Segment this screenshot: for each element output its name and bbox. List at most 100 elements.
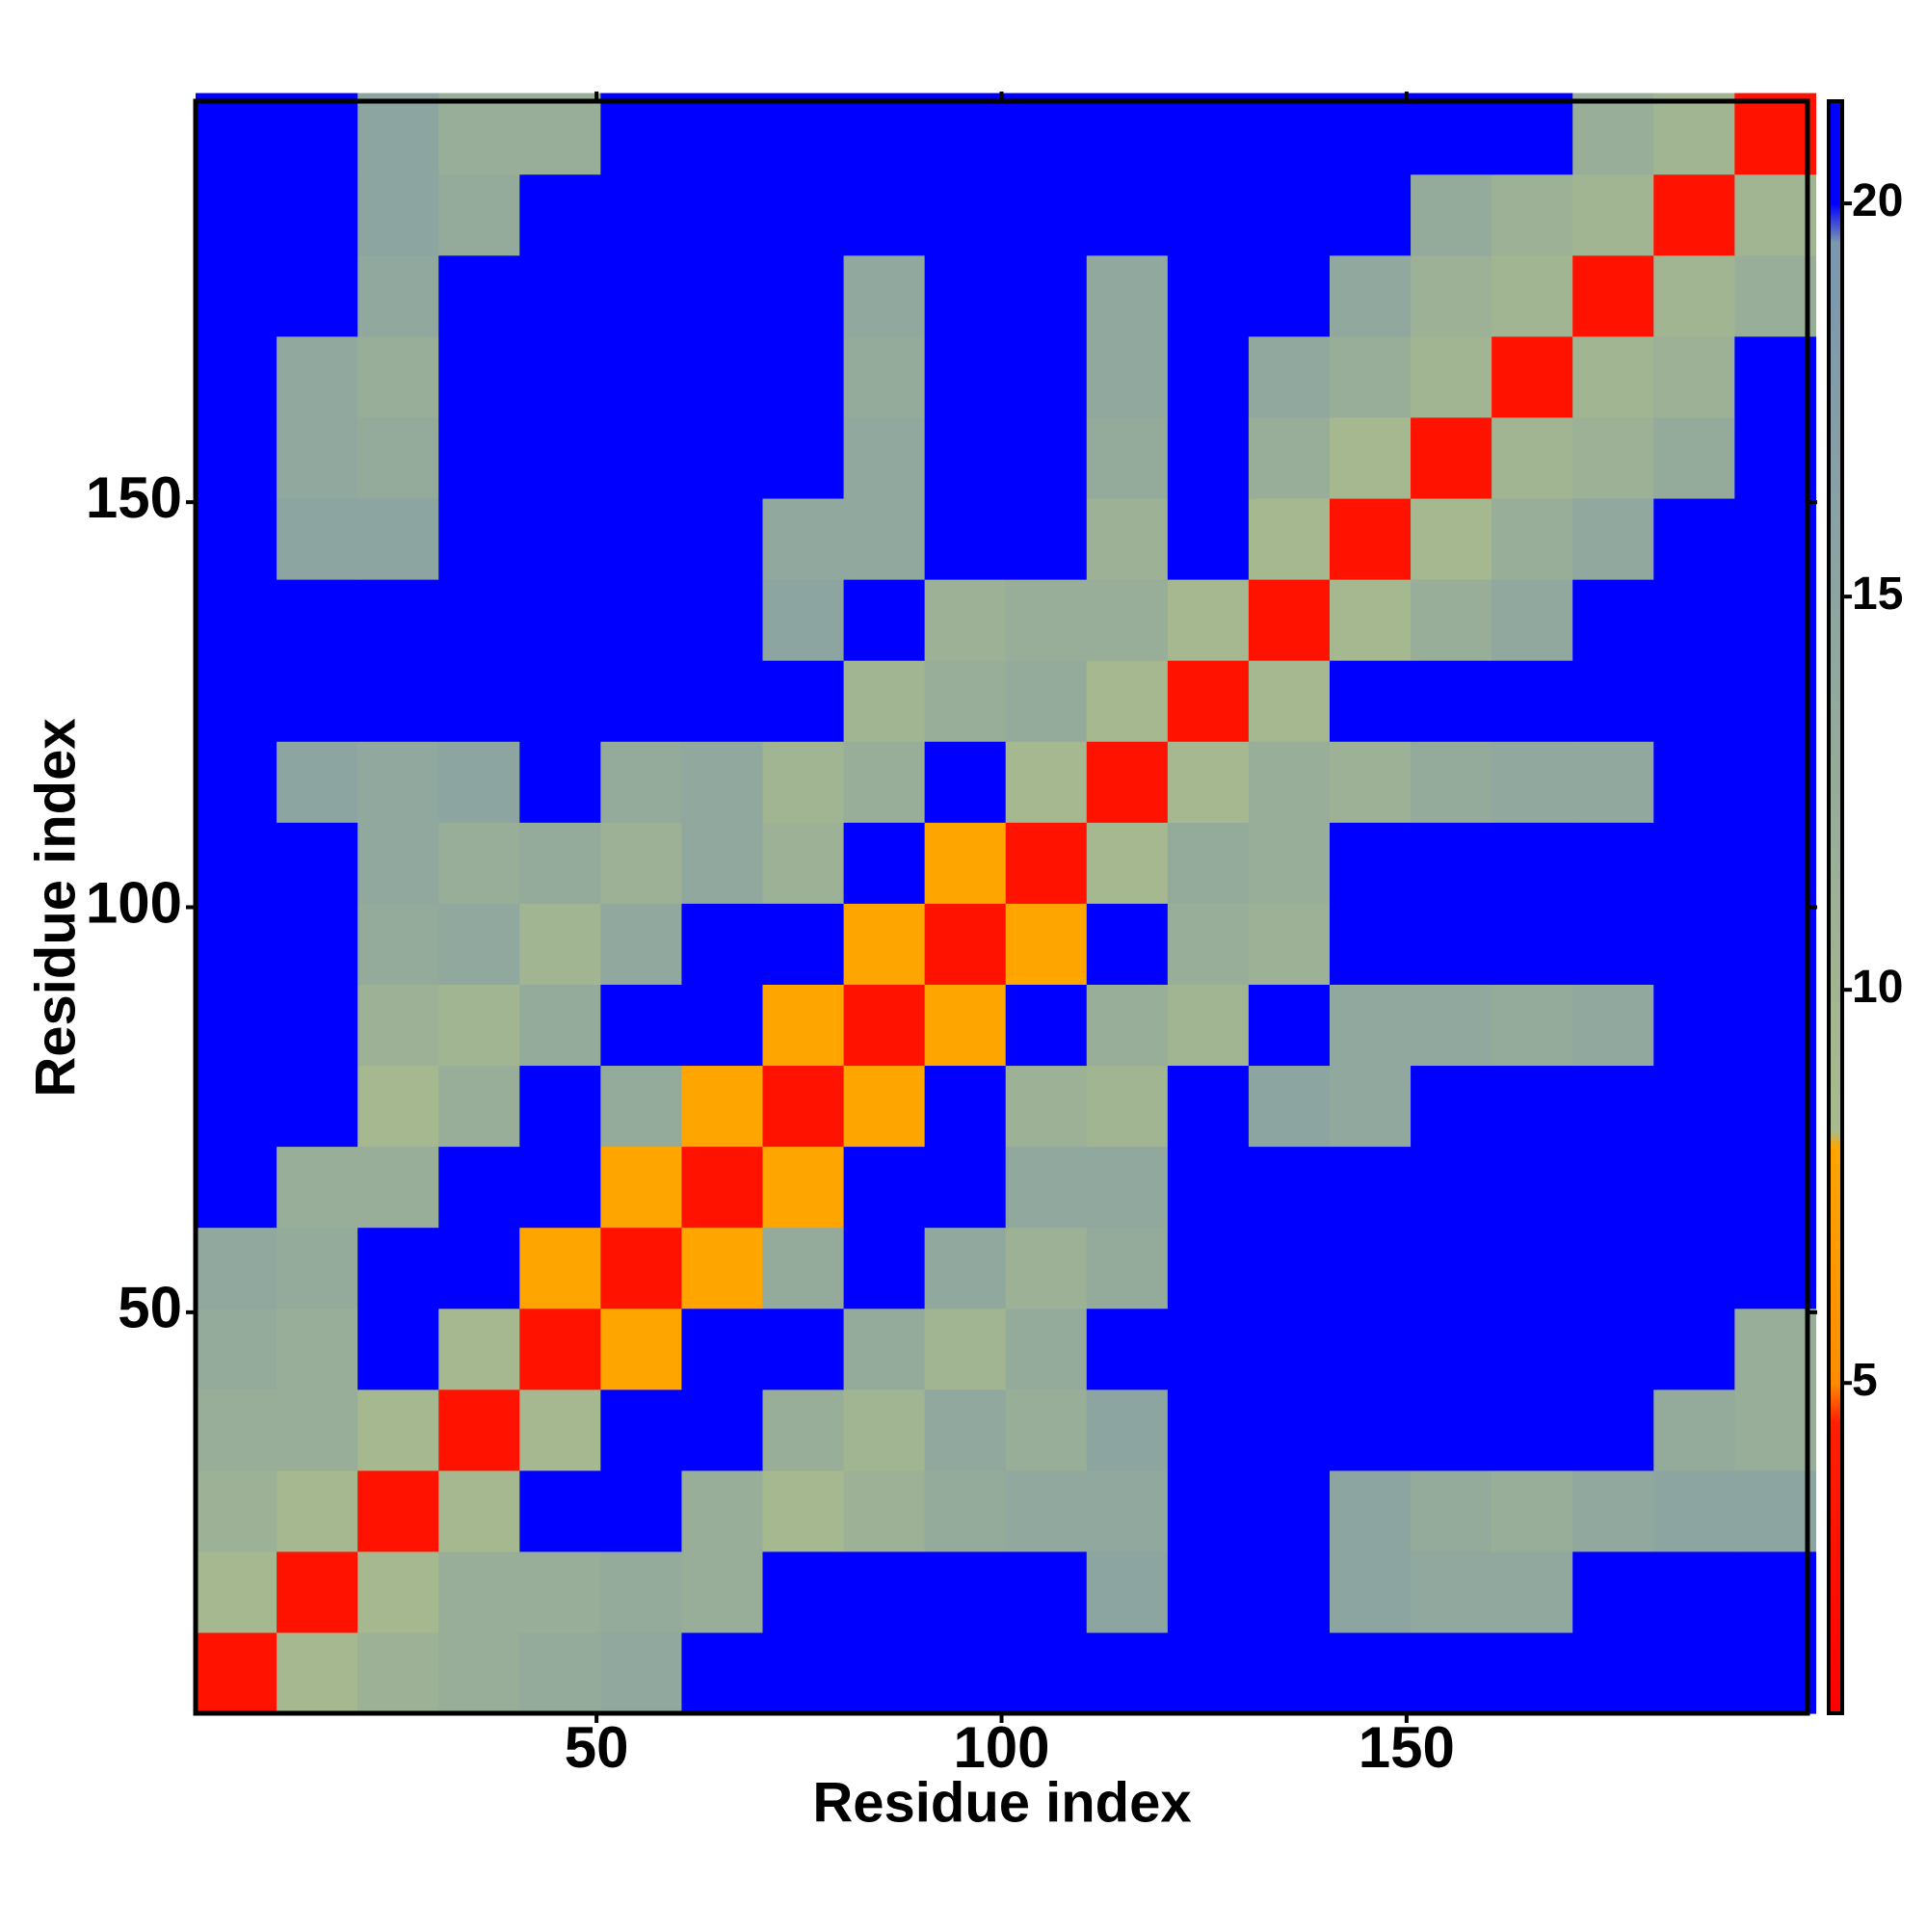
heatmap-cell [277, 1389, 358, 1471]
heatmap-cell [1734, 984, 1817, 1067]
heatmap-cell [277, 335, 358, 418]
heatmap-cell [1329, 497, 1412, 580]
heatmap-cell [600, 1389, 683, 1471]
heatmap-cell [1167, 335, 1250, 418]
heatmap-cell [277, 822, 358, 904]
heatmap-cell [196, 335, 277, 418]
heatmap-cell [1491, 984, 1573, 1067]
heatmap-cell [1653, 497, 1735, 580]
heatmap-cell [1248, 335, 1331, 418]
heatmap-cell [1491, 93, 1573, 175]
heatmap-cell [1248, 497, 1331, 580]
heatmap-cell [924, 579, 1007, 661]
heatmap-cell [1572, 1389, 1654, 1471]
heatmap-cell [277, 93, 358, 175]
heatmap-cell [1005, 335, 1088, 418]
heatmap-cell [1167, 173, 1250, 256]
heatmap-cell [762, 822, 845, 904]
heatmap-cell [600, 1469, 683, 1552]
heatmap-cell [600, 1146, 683, 1229]
heatmap-cell [1248, 903, 1331, 985]
axes: 50 100 150 50 100 150 5 10 15 20 [86, 92, 1903, 1780]
heatmap-cell [1572, 1631, 1654, 1714]
heatmap-cell [1005, 741, 1088, 823]
heatmap-cell [600, 497, 683, 580]
heatmap-cell [762, 1469, 845, 1552]
heatmap-cell [1734, 660, 1817, 742]
heatmap-cell [1086, 1308, 1169, 1390]
heatmap-cell [681, 1550, 764, 1633]
heatmap-cell [357, 497, 439, 580]
heatmap-cell [1491, 1631, 1573, 1714]
heatmap-cell [438, 335, 520, 418]
heatmap-cell [196, 1550, 277, 1633]
heatmap-cell [1167, 1227, 1250, 1310]
heatmap-cell [1491, 660, 1573, 742]
heatmap-cell [519, 741, 601, 823]
heatmap-cell [600, 416, 683, 499]
heatmap-cell [1653, 1308, 1735, 1390]
heatmap-cell [843, 903, 926, 985]
heatmap-cell [924, 497, 1007, 580]
heatmap-cell [1248, 1631, 1331, 1714]
heatmap-cell [843, 173, 926, 256]
heatmap-cell [600, 903, 683, 985]
heatmap-cell [1086, 660, 1169, 742]
heatmap-cell [1086, 822, 1169, 904]
heatmap-cell [1086, 1227, 1169, 1310]
heatmap-cell [681, 1631, 764, 1714]
heatmap-cell [924, 822, 1007, 904]
heatmap-cell [1491, 1227, 1573, 1310]
heatmap-cell [438, 1227, 520, 1310]
heatmap-cell [600, 660, 683, 742]
heatmap-cell [1005, 254, 1088, 337]
heatmap-cell [1491, 903, 1573, 985]
heatmap-cell [519, 1550, 601, 1633]
heatmap-cell [1734, 335, 1817, 418]
heatmap-cell [1572, 1065, 1654, 1148]
heatmap-cell [1167, 1389, 1250, 1471]
heatmap-cell [277, 1146, 358, 1229]
heatmap-cell [681, 497, 764, 580]
heatmap-cell [762, 660, 845, 742]
heatmap-cell [357, 822, 439, 904]
heatmap-cell [1005, 660, 1088, 742]
heatmap-cell [1653, 173, 1735, 256]
y-axis-title: Residue index [24, 718, 87, 1097]
heatmap-cell [843, 416, 926, 499]
heatmap-cell [681, 1227, 764, 1310]
heatmap-cell [357, 741, 439, 823]
heatmap-cell [1734, 93, 1817, 175]
heatmap-cell [1329, 335, 1412, 418]
heatmap-cell [1167, 1631, 1250, 1714]
heatmap-cell [1329, 173, 1412, 256]
heatmap-cell [843, 1065, 926, 1148]
heatmap-cell [357, 579, 439, 661]
heatmap-cell [1329, 93, 1412, 175]
heatmap-cell [1411, 254, 1492, 337]
heatmap-cell [1734, 497, 1817, 580]
heatmap-cell [762, 416, 845, 499]
heatmap-cell [277, 660, 358, 742]
heatmap-cell [519, 416, 601, 499]
heatmap-cell [1411, 741, 1492, 823]
heatmap-cell [438, 1308, 520, 1390]
heatmap-cell [1005, 1065, 1088, 1148]
heatmap-cell [600, 1631, 683, 1714]
heatmap-cell [924, 93, 1007, 175]
x-axis-title: Residue index [812, 1771, 1191, 1834]
heatmap-cell [1572, 335, 1654, 418]
heatmap-cell [519, 903, 601, 985]
heatmap-cell [1086, 1389, 1169, 1471]
heatmap-cell [1653, 1146, 1735, 1229]
heatmap-cell [1005, 1550, 1088, 1633]
heatmap-cell [519, 1389, 601, 1471]
heatmap-cell [1653, 822, 1735, 904]
heatmap-cell [1734, 1550, 1817, 1633]
heatmap-cell [277, 741, 358, 823]
heatmap-cell [1248, 254, 1331, 337]
heatmap-cell [600, 1550, 683, 1633]
heatmap-cell [1734, 254, 1817, 337]
heatmap-cell [762, 1631, 845, 1714]
heatmap-cell [1005, 903, 1088, 985]
